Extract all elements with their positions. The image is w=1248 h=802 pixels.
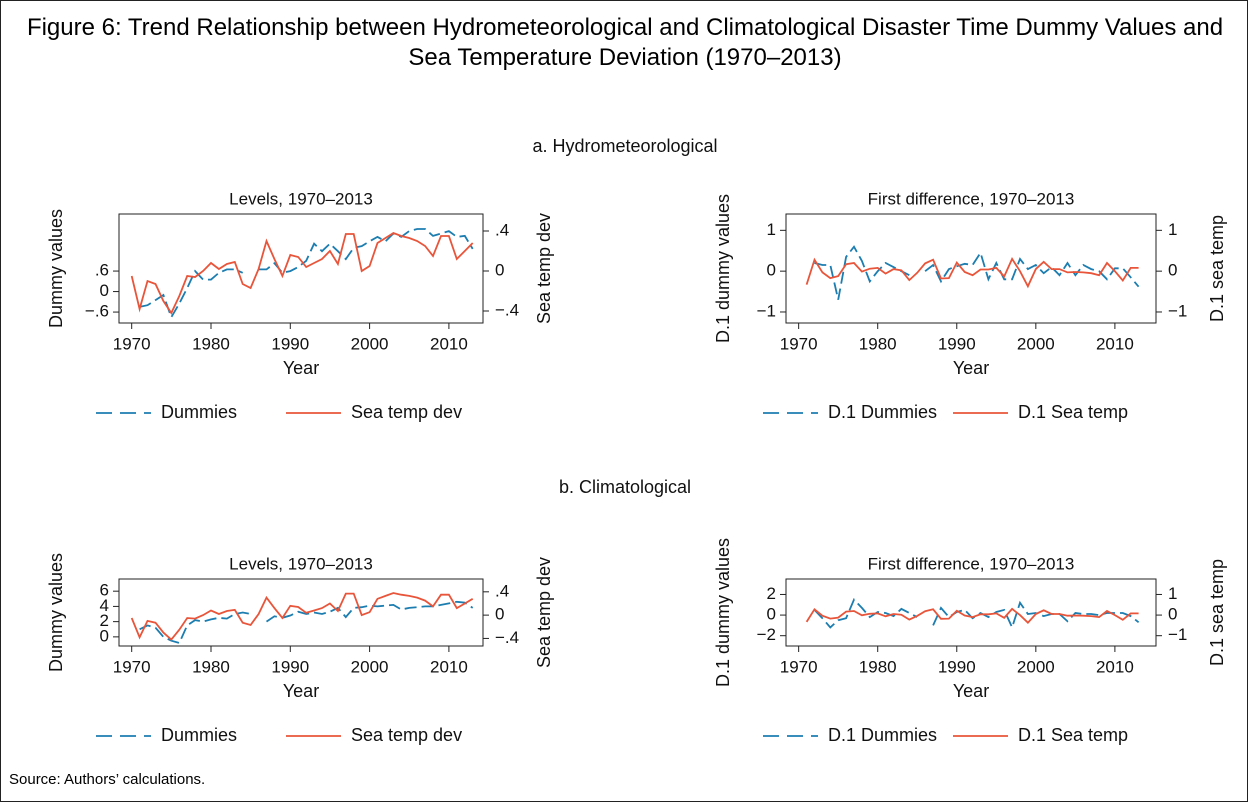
plot-frame (118, 578, 484, 647)
chart-title: First difference, 1970–2013 (868, 189, 1075, 208)
series-line (139, 228, 474, 320)
y2-tick-label: 1 (1168, 584, 1177, 603)
x-axis-label: Year (953, 681, 989, 701)
x-tick-label: 1990 (271, 657, 309, 676)
chart-title: Levels, 1970–2013 (229, 554, 373, 573)
y2-tick-label: .4 (495, 581, 509, 600)
x-tick-label: 2000 (1017, 657, 1055, 676)
y2-tick-label: 0 (495, 260, 504, 279)
series-line (139, 600, 474, 645)
x-tick-label: 1970 (780, 657, 818, 676)
x-tick-label: 1980 (859, 334, 897, 353)
y-tick-label: 0 (100, 281, 109, 300)
series-line (813, 597, 1140, 630)
y2-tick-label: .4 (495, 220, 509, 239)
x-axis-label: Year (283, 681, 319, 701)
y2-axis-label: D.1 sea temp (1207, 559, 1227, 666)
y-tick-label: 6 (100, 581, 109, 600)
legend-label: D.1 Sea temp (1018, 725, 1128, 745)
y-tick-label: 2 (100, 611, 109, 630)
y-tick-label: 0 (767, 261, 776, 280)
figure-title: Figure 6: Trend Relationship between Hyd… (26, 14, 1224, 71)
panel-title: b. Climatological (559, 477, 691, 497)
y2-tick-label: 1 (1168, 220, 1177, 239)
plot-frame (785, 578, 1157, 647)
y-axis-label: Dummy values (46, 553, 66, 672)
y2-tick-label: −.4 (495, 300, 519, 319)
plot-frame (785, 213, 1157, 324)
x-tick-label: 2000 (351, 334, 389, 353)
y2-tick-label: 0 (495, 605, 504, 624)
x-tick-label: 1970 (113, 657, 151, 676)
y-axis-label: D.1 dummy values (713, 538, 733, 687)
y-tick-label: 0 (767, 605, 776, 624)
panel-title: a. Hydrometeorological (532, 136, 717, 156)
y-axis-label: Dummy values (46, 209, 66, 328)
legend-label: D.1 Dummies (828, 725, 937, 745)
series-line (130, 231, 474, 315)
legend-label: D.1 Dummies (828, 402, 937, 422)
x-tick-label: 2010 (1096, 334, 1134, 353)
x-tick-label: 2000 (351, 657, 389, 676)
y2-tick-label: −1 (1168, 625, 1187, 644)
y2-tick-label: −1 (1168, 301, 1187, 320)
y-tick-label: −1 (757, 301, 776, 320)
x-tick-label: 2010 (430, 334, 468, 353)
x-tick-label: 1980 (192, 334, 230, 353)
x-tick-label: 2010 (1096, 657, 1134, 676)
x-tick-label: 1970 (780, 334, 818, 353)
x-tick-label: 1990 (938, 657, 976, 676)
legend-label: Dummies (161, 402, 237, 422)
x-tick-label: 1990 (938, 334, 976, 353)
legend-label: Dummies (161, 725, 237, 745)
x-tick-label: 1970 (113, 334, 151, 353)
y2-axis-label: Sea temp dev (534, 557, 554, 668)
y-axis-label: D.1 dummy values (713, 194, 733, 343)
y-tick-label: 0 (100, 626, 109, 645)
x-tick-label: 2000 (1017, 334, 1055, 353)
plot-frame (118, 213, 484, 324)
legend-label: D.1 Sea temp (1018, 402, 1128, 422)
y-tick-label: −2 (757, 625, 776, 644)
series-line (814, 245, 1140, 300)
y-tick-label: 4 (100, 596, 109, 615)
y2-tick-label: 0 (1168, 605, 1177, 624)
x-tick-label: 1980 (859, 657, 897, 676)
x-axis-label: Year (953, 358, 989, 378)
y2-tick-label: −.4 (495, 628, 519, 647)
x-axis-label: Year (283, 358, 319, 378)
y-tick-label: .6 (95, 261, 109, 280)
legend-label: Sea temp dev (351, 402, 462, 422)
y-tick-label: 2 (767, 584, 776, 603)
chart-title: Levels, 1970–2013 (229, 189, 373, 208)
source-note: Source: Authors’ calculations. (9, 771, 206, 788)
y-tick-label: −.6 (85, 302, 109, 321)
chart-title: First difference, 1970–2013 (868, 554, 1075, 573)
series-line (805, 607, 1139, 624)
y2-axis-label: Sea temp dev (534, 213, 554, 324)
y2-tick-label: 0 (1168, 261, 1177, 280)
series-line (130, 592, 474, 641)
x-tick-label: 1980 (192, 657, 230, 676)
legend-label: Sea temp dev (351, 725, 462, 745)
series-line (805, 257, 1139, 289)
y2-axis-label: D.1 sea temp (1207, 215, 1227, 322)
x-tick-label: 2010 (430, 657, 468, 676)
x-tick-label: 1990 (271, 334, 309, 353)
y-tick-label: 1 (767, 220, 776, 239)
